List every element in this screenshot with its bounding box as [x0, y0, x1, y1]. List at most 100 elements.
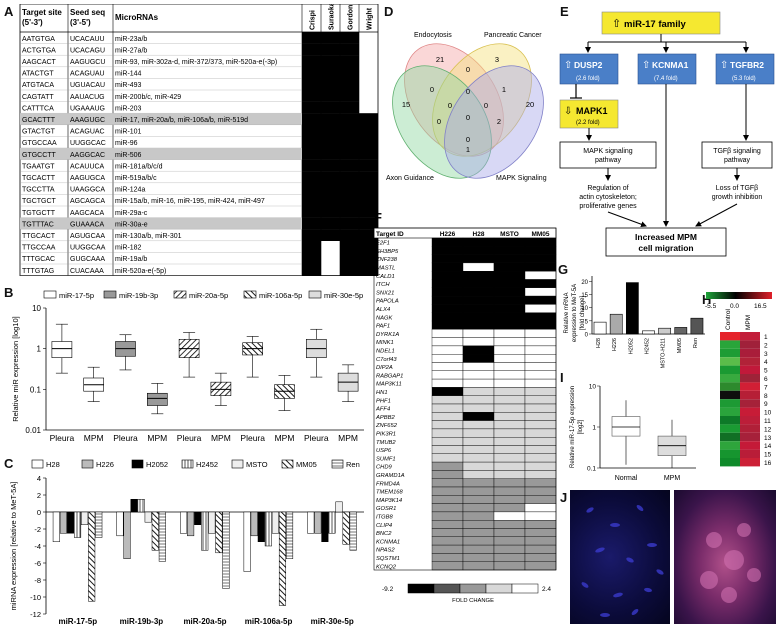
author-mark — [340, 159, 359, 172]
gene-name: MINK1 — [376, 340, 394, 346]
heatmap-cell — [462, 337, 495, 347]
header-seed-sub: (3'-5') — [70, 18, 91, 27]
cell-seed: AGUGCAA — [70, 233, 105, 240]
heatmap-cell — [524, 478, 557, 488]
loss-label: Loss of TGFβ — [716, 185, 758, 192]
group-label: miR-30e-5p — [311, 617, 354, 626]
gene-name: PAPOLA — [376, 299, 399, 305]
bar — [335, 501, 343, 513]
author-mark — [321, 55, 340, 67]
cell-target: ACTGTGA — [22, 47, 56, 54]
y-axis-label2: [log2] — [578, 419, 584, 434]
heatmap-cell — [524, 420, 557, 430]
author-mark — [359, 148, 378, 160]
y-tick-label: 10 — [589, 384, 597, 391]
scale-min: -5.5 — [705, 303, 717, 310]
cell-mirnas: miR-520a-e(-5p) — [115, 268, 166, 275]
heatmap-cell — [493, 470, 526, 479]
heatmap-cell — [493, 304, 526, 313]
tgf-pathway-label2: pathway — [724, 157, 751, 164]
legend-label: miR-17-5p — [59, 291, 94, 300]
heatmap-cell — [462, 353, 495, 363]
category-label: H2452 — [645, 338, 651, 354]
bar — [307, 511, 315, 534]
author-mark — [359, 171, 378, 183]
tgfbr2-box — [715, 53, 775, 85]
legend-swatch — [181, 459, 194, 469]
cell-mirnas: miR-27a/b — [115, 47, 147, 54]
author-mark — [321, 148, 340, 160]
heat-cell-control — [720, 390, 740, 400]
author-mark — [302, 194, 321, 207]
venn-count: 3 — [495, 55, 499, 64]
heatmap-cell — [524, 486, 557, 496]
gene-name: HN1 — [376, 390, 388, 396]
gene-name: ITCH — [376, 282, 390, 288]
heatmap-cell — [462, 295, 495, 305]
author-mark — [359, 217, 378, 230]
author-mark — [321, 90, 340, 102]
header-author: Crispi — [310, 10, 317, 30]
group-label: miR-17-5p — [58, 617, 97, 626]
bar — [658, 327, 672, 335]
heatmap-cell — [462, 312, 495, 322]
heatmap-cell — [431, 362, 464, 372]
scale-max: 2.4 — [542, 586, 551, 593]
author-mark — [321, 32, 340, 44]
bar — [257, 511, 265, 542]
arrow-up-icon: ⇧ — [564, 60, 572, 71]
y-tick-label: 15 — [581, 293, 588, 299]
heatmap-cell — [524, 362, 557, 372]
heatmap-cell — [493, 461, 526, 471]
heatmap-cell — [524, 337, 557, 347]
gene-name: CHD9 — [376, 465, 393, 471]
venn-count: 1 — [502, 85, 506, 94]
cell-target: GTACTGT — [22, 129, 56, 136]
gene-name: APBB2 — [375, 415, 395, 421]
result-box — [605, 227, 727, 257]
heat-cell-control — [720, 340, 740, 349]
y-tick-label: 4 — [37, 474, 41, 483]
tgf-pathway-box — [701, 141, 773, 169]
heatmap-scale-bar — [706, 292, 772, 299]
venn-label: Axon Guidance — [386, 175, 434, 182]
legend-swatch — [43, 290, 57, 299]
cell-mirnas: miR-30a-e — [115, 221, 148, 228]
y-axis-label3: [fold change] — [580, 295, 586, 330]
cell-target: TGCACTT — [22, 175, 56, 182]
gene-name: CLIP4 — [376, 523, 392, 529]
fold-label: (2.6 fold) — [576, 76, 600, 82]
scale-swatch — [433, 583, 461, 594]
heat-cell-control — [720, 399, 740, 408]
cell-seed: ACAUUCA — [70, 163, 105, 170]
cell-seed: AGCAGCA — [70, 198, 105, 205]
bar — [95, 511, 103, 538]
bar — [674, 327, 688, 335]
gene-name: BNC2 — [376, 531, 392, 537]
heatmap-cell — [431, 395, 464, 405]
pathway-diagram: ⇧ miR-17 family⇧ DUSP2(2.6 fold)⇧ KCNMA1(7.… — [559, 11, 775, 257]
legend-label: MSTO — [246, 460, 268, 469]
cell-seed: AAGGCAC — [70, 152, 105, 159]
heatmap-cell — [462, 511, 495, 521]
author-mark — [321, 217, 340, 230]
author-mark — [340, 113, 359, 125]
author-mark — [302, 252, 321, 265]
y-axis-label: Relative miR expression [log10] — [11, 316, 20, 421]
heatmap-cell — [524, 353, 557, 363]
author-mark — [321, 78, 340, 91]
heatmap-cell — [524, 453, 557, 463]
row-highlight — [20, 113, 302, 125]
dusp2-box — [559, 53, 619, 85]
fold-label: (7.4 fold) — [654, 76, 678, 82]
bar — [194, 511, 202, 525]
legend-label: H226 — [96, 460, 114, 469]
panel-letter-j: J — [560, 490, 568, 505]
fluorescence-image-right — [674, 490, 776, 624]
author-mark — [340, 171, 359, 183]
heat-cell-control — [720, 348, 740, 358]
category-label: H226 — [612, 338, 618, 351]
heat-cell-control — [720, 441, 740, 450]
heatmap-cell — [431, 412, 464, 421]
heatmap-cell — [524, 387, 557, 396]
